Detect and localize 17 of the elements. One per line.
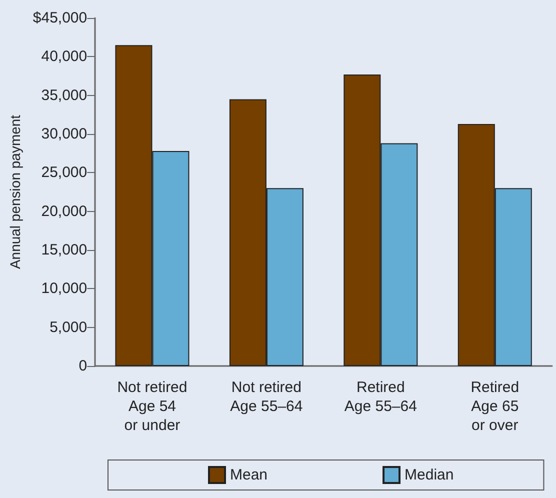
y-tick-label: 25,000 <box>41 164 88 182</box>
y-tick-label: 40,000 <box>41 48 88 66</box>
x-tick-label: Retired Age 65 or over <box>470 379 520 434</box>
y-tick-label: 5,000 <box>50 318 88 336</box>
y-tick-label: $45,000 <box>32 10 88 26</box>
legend-label: Median <box>404 466 454 484</box>
y-tick-label: 0 <box>78 358 88 374</box>
y-axis-title: Annual pension payment <box>7 114 23 270</box>
y-tick-label: 15,000 <box>41 242 88 258</box>
y-tick-label: 20,000 <box>41 202 88 220</box>
y-tick-label: 30,000 <box>41 126 88 142</box>
y-tick-label: 35,000 <box>41 86 88 104</box>
legend-label: Mean <box>230 466 268 484</box>
y-tick-label: 10,000 <box>41 280 88 298</box>
x-tick-label: Retired Age 55–64 <box>344 379 417 415</box>
x-tick-label: Not retired Age 55–64 <box>230 379 303 415</box>
x-tick-label: Not retired Age 54 or under <box>117 379 188 434</box>
